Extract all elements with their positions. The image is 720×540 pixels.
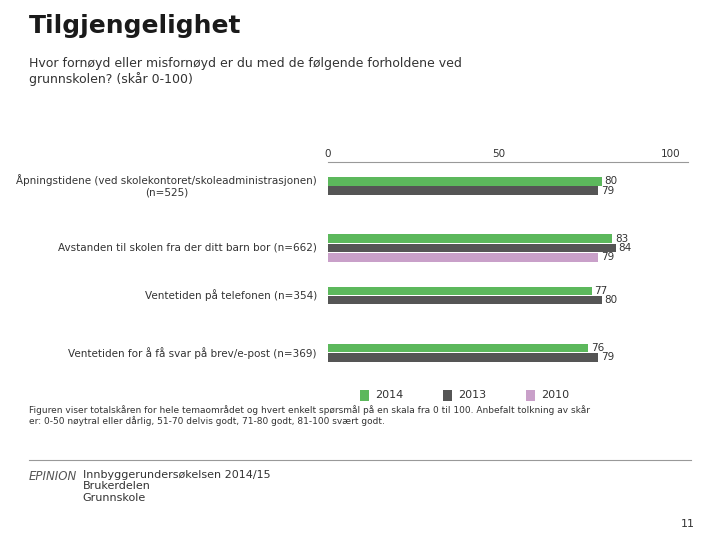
Text: 2013: 2013 [458,390,486,400]
Bar [328,253,598,261]
Text: Tilgjengelighet: Tilgjengelighet [29,14,241,37]
Text: Hvor fornøyd eller misfornøyd er du med de følgende forholdene ved
grunnskolen? : Hvor fornøyd eller misfornøyd er du med … [29,57,462,86]
Bar [328,296,602,305]
Text: 79: 79 [601,252,614,262]
Text: Ventetiden for å få svar på brev/e-post (n=369): Ventetiden for å få svar på brev/e-post … [68,347,317,359]
Text: 2014: 2014 [375,390,403,400]
Bar [328,353,598,362]
Text: 77: 77 [594,286,608,296]
Text: Innbyggerundersøkelsen 2014/15
Brukerdelen
Grunnskole: Innbyggerundersøkelsen 2014/15 Brukerdel… [83,470,271,503]
Text: Åpningstidene (ved skolekontoret/skoleadministrasjonen)
(n=525): Åpningstidene (ved skolekontoret/skolead… [16,174,317,198]
Text: Avstanden til skolen fra der ditt barn bor (n=662): Avstanden til skolen fra der ditt barn b… [58,243,317,253]
Text: EPINION: EPINION [29,470,77,483]
Text: 84: 84 [618,243,631,253]
Bar [328,186,598,195]
Text: 79: 79 [601,186,614,195]
Text: 83: 83 [615,234,628,244]
Text: Figuren viser totalskåren for hele temaområdet og hvert enkelt spørsmål på en sk: Figuren viser totalskåren for hele temao… [29,405,590,426]
Bar [328,234,612,243]
Text: 79: 79 [601,353,614,362]
Bar [328,287,592,295]
Text: 76: 76 [591,343,604,353]
Text: 2010: 2010 [541,390,569,400]
Bar [328,344,588,352]
Text: 11: 11 [681,519,695,529]
Text: 80: 80 [605,176,618,186]
Text: 80: 80 [605,295,618,305]
Bar [328,244,616,252]
Text: Ventetiden på telefonen (n=354): Ventetiden på telefonen (n=354) [145,289,317,301]
Bar [328,177,602,186]
